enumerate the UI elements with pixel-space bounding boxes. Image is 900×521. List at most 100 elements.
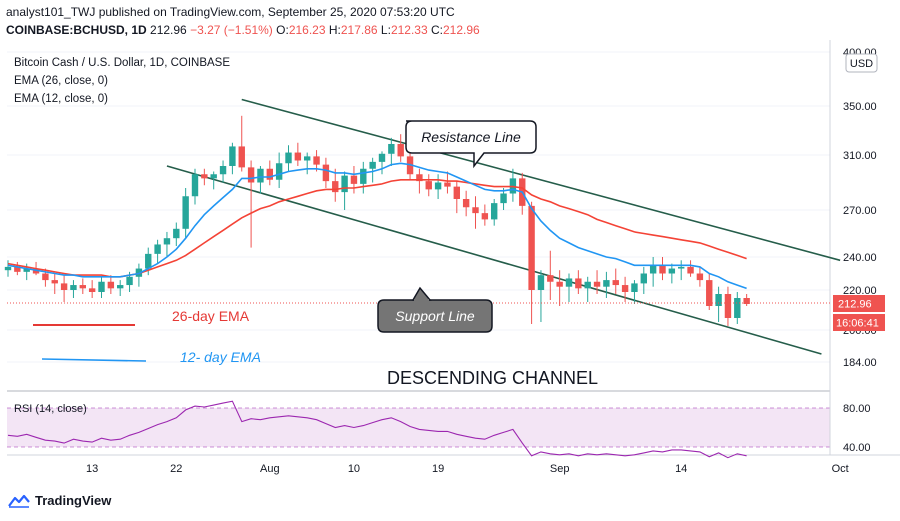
candle: [649, 257, 657, 287]
candle: [397, 134, 404, 162]
candle-body: [743, 298, 750, 304]
candle-body: [528, 205, 535, 290]
candle: [341, 171, 348, 210]
candle: [537, 270, 545, 322]
candles: [4, 115, 750, 326]
candle-body: [294, 152, 302, 161]
candle: [519, 172, 526, 215]
candle-body: [51, 280, 58, 284]
candle-body: [360, 168, 367, 184]
candle-body: [266, 168, 273, 180]
candle: [724, 286, 732, 326]
ema12-legend: EMA (12, close, 0): [14, 93, 108, 105]
candle: [500, 188, 507, 210]
price-tick-label: 220.00: [843, 285, 877, 297]
candle: [406, 152, 414, 180]
candle-body: [210, 174, 217, 179]
candle-body: [425, 181, 432, 190]
rsi-tick-label: 40.00: [843, 442, 871, 454]
candle: [117, 280, 124, 296]
candle: [388, 137, 395, 166]
open-label: O:: [276, 23, 289, 37]
symbol-ohlc-bar: COINBASE:BCHUSD, 1D 212.96 −3.27 (−1.51%…: [6, 23, 480, 37]
resistance-label: Resistance Line: [421, 129, 521, 145]
candle-body: [313, 156, 320, 165]
candle-body: [247, 167, 255, 183]
candle: [294, 142, 302, 166]
candle: [238, 115, 245, 172]
candle: [528, 201, 535, 324]
candle-body: [378, 153, 386, 162]
candle-body: [229, 146, 236, 166]
open-value: 216.23: [288, 23, 326, 37]
candle: [556, 270, 563, 306]
candle: [621, 276, 629, 302]
resistance-line: [241, 98, 841, 262]
price-tick-label: 240.00: [843, 252, 877, 264]
candle-body: [462, 199, 470, 208]
candle-body: [491, 203, 498, 220]
currency-badge[interactable]: USD: [845, 53, 878, 73]
candle: [322, 157, 330, 188]
candle: [659, 257, 666, 281]
candle: [575, 270, 582, 294]
candle-body: [369, 161, 376, 169]
candle: [210, 171, 217, 190]
candle-body: [388, 143, 395, 154]
time-tick-label: Sep: [550, 463, 570, 475]
candle: [173, 222, 180, 247]
candle-body: [322, 164, 330, 182]
candle-body: [332, 181, 339, 193]
candle: [51, 273, 58, 294]
ema12-line: [7, 162, 747, 290]
candle: [687, 260, 694, 277]
candle-body: [60, 283, 68, 290]
candle-body: [621, 285, 629, 292]
candle-body: [397, 143, 404, 157]
time-tick-label: 19: [432, 463, 444, 475]
candle: [229, 142, 236, 175]
channel-title: DESCENDING CHANNEL: [387, 368, 598, 388]
time-tick-label: 14: [675, 463, 687, 475]
candle-body: [612, 280, 619, 286]
candle: [4, 260, 12, 277]
candle: [696, 266, 704, 287]
candle: [191, 168, 199, 205]
candle: [285, 145, 292, 172]
candle: [612, 268, 619, 294]
candle-body: [341, 175, 348, 193]
price-change: −3.27 (−1.51%): [190, 23, 273, 37]
candle: [565, 273, 573, 302]
candle-body: [678, 266, 685, 269]
candle-body: [724, 294, 732, 318]
candle-body: [593, 281, 601, 287]
published-info: analyst101_TWJ published on TradingView.…: [6, 5, 455, 19]
candle: [88, 280, 96, 298]
candle-body: [640, 273, 647, 284]
support-line: [166, 165, 822, 355]
candle: [444, 171, 451, 194]
candle: [219, 160, 227, 183]
tradingview-brand[interactable]: TradingView: [8, 493, 111, 508]
candle: [369, 157, 376, 183]
candle-body: [715, 294, 722, 306]
candle-body: [23, 268, 30, 272]
candle: [107, 275, 115, 294]
candle-body: [257, 168, 264, 183]
rsi-legend: RSI (14, close): [14, 403, 87, 415]
candle-body: [537, 275, 545, 290]
candle: [491, 199, 498, 226]
candle-body: [434, 182, 442, 190]
time-tick-label: Aug: [260, 463, 280, 475]
candle-body: [79, 285, 86, 289]
last-price-tag-value: 212.96: [838, 299, 872, 311]
candle: [98, 276, 105, 298]
candle-body: [201, 174, 208, 179]
candle: [70, 280, 77, 298]
candle: [481, 204, 489, 226]
candle: [163, 231, 171, 257]
candle-body: [500, 193, 507, 204]
rsi-line: [7, 400, 747, 459]
candle: [416, 168, 423, 194]
